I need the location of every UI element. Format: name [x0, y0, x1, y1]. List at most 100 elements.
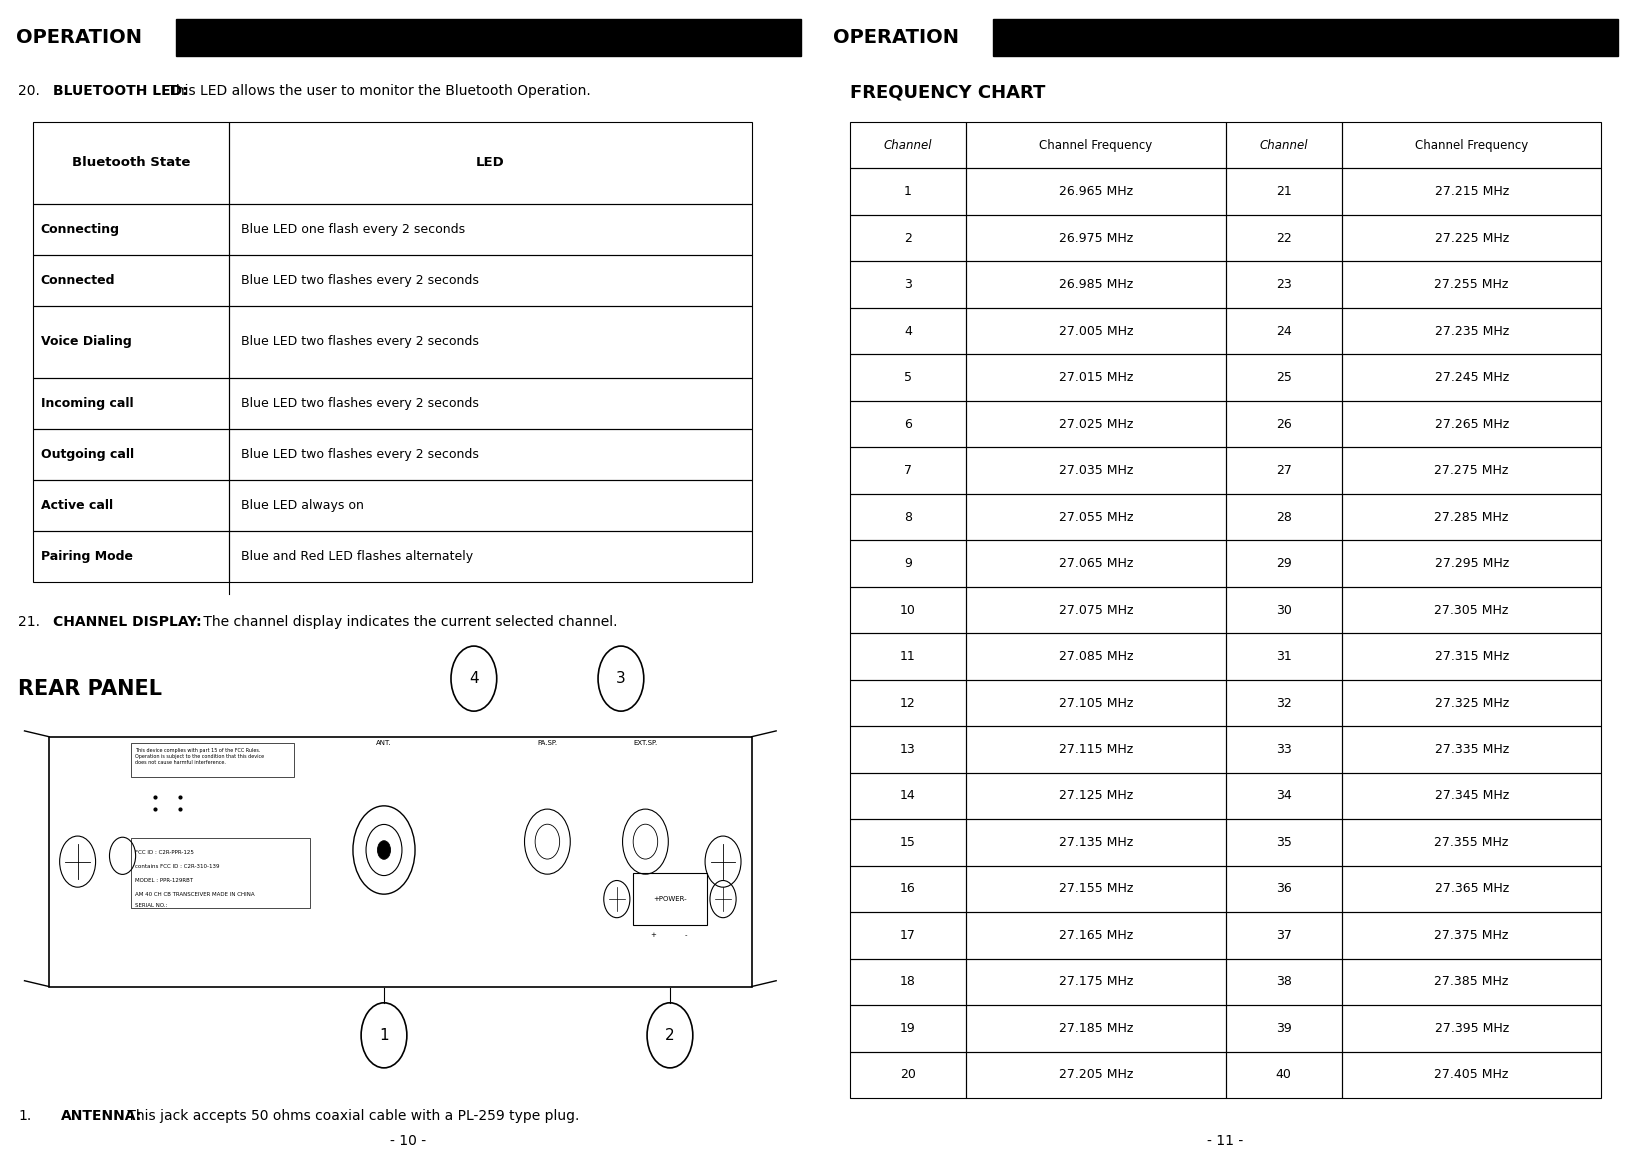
Text: ANT.: ANT.	[376, 740, 392, 746]
Bar	[33, 378, 229, 429]
Text: Active call: Active call	[41, 498, 113, 512]
Bar	[1342, 540, 1601, 587]
Text: 27.235 MHz: 27.235 MHz	[1435, 324, 1508, 338]
Text: 17: 17	[900, 928, 917, 942]
Text: 27.305 MHz: 27.305 MHz	[1435, 603, 1508, 617]
Text: BLUETOOTH LED:: BLUETOOTH LED:	[52, 84, 188, 98]
Text: This jack accepts 50 ohms coaxial cable with a PL-259 type plug.: This jack accepts 50 ohms coaxial cable …	[123, 1109, 580, 1122]
Text: SERIAL NO.:: SERIAL NO.:	[134, 904, 167, 909]
Text: 1.: 1.	[18, 1109, 31, 1122]
Bar	[850, 1005, 966, 1052]
Text: 27.385 MHz: 27.385 MHz	[1435, 975, 1508, 989]
Bar	[1342, 773, 1601, 819]
Text: 1: 1	[904, 185, 912, 199]
Bar	[850, 726, 966, 773]
Bar	[1342, 819, 1601, 866]
Bar	[966, 819, 1226, 866]
Text: - 11 -: - 11 -	[1208, 1134, 1243, 1148]
Bar	[850, 680, 966, 726]
Text: 27.265 MHz: 27.265 MHz	[1435, 417, 1508, 431]
Text: 26.975 MHz: 26.975 MHz	[1059, 231, 1132, 245]
Bar	[966, 866, 1226, 912]
Bar	[1226, 447, 1342, 494]
Bar	[229, 531, 752, 582]
Bar	[1226, 168, 1342, 215]
Bar	[966, 494, 1226, 540]
Text: 27.015 MHz: 27.015 MHz	[1059, 371, 1132, 385]
Bar	[1226, 1005, 1342, 1052]
Bar	[1342, 1052, 1601, 1098]
Bar	[1342, 494, 1601, 540]
Text: Blue LED two flashes every 2 seconds: Blue LED two flashes every 2 seconds	[242, 274, 479, 287]
Bar	[33, 122, 229, 203]
Bar	[1226, 1052, 1342, 1098]
Bar	[1342, 122, 1601, 168]
Text: FCC ID : C2R-PPR-125: FCC ID : C2R-PPR-125	[134, 851, 194, 855]
Bar	[1342, 680, 1601, 726]
Text: 27.085 MHz: 27.085 MHz	[1059, 650, 1132, 664]
Bar	[49, 737, 752, 987]
Bar	[850, 959, 966, 1005]
Bar	[966, 354, 1226, 401]
Text: 5: 5	[904, 371, 912, 385]
Text: 27.365 MHz: 27.365 MHz	[1435, 882, 1508, 896]
Text: 26.985 MHz: 26.985 MHz	[1059, 278, 1132, 292]
Text: Channel Frequency: Channel Frequency	[1415, 138, 1528, 152]
Bar	[229, 203, 752, 254]
Text: 27.135 MHz: 27.135 MHz	[1059, 835, 1132, 849]
Bar	[850, 912, 966, 959]
Bar	[1226, 122, 1342, 168]
Text: -: -	[685, 932, 688, 938]
Bar	[131, 839, 310, 909]
Text: 8: 8	[904, 510, 912, 524]
Bar	[1226, 680, 1342, 726]
Text: 27.155 MHz: 27.155 MHz	[1059, 882, 1132, 896]
Text: 2: 2	[904, 231, 912, 245]
Text: 27.245 MHz: 27.245 MHz	[1435, 371, 1508, 385]
Text: 27.285 MHz: 27.285 MHz	[1435, 510, 1508, 524]
Bar	[33, 429, 229, 480]
Text: 27.115 MHz: 27.115 MHz	[1059, 743, 1132, 756]
Bar	[850, 587, 966, 633]
Bar	[966, 680, 1226, 726]
Bar	[850, 308, 966, 354]
Bar	[1226, 587, 1342, 633]
Text: 27.255 MHz: 27.255 MHz	[1435, 278, 1508, 292]
Bar	[850, 773, 966, 819]
Text: +: +	[650, 932, 657, 938]
Bar	[850, 819, 966, 866]
Text: 22: 22	[1276, 231, 1291, 245]
Text: 27.105 MHz: 27.105 MHz	[1059, 696, 1132, 710]
Text: Outgoing call: Outgoing call	[41, 447, 134, 461]
Bar	[1226, 401, 1342, 447]
Text: 40: 40	[1276, 1068, 1292, 1082]
Text: contains FCC ID : C2R-310-139: contains FCC ID : C2R-310-139	[134, 865, 219, 869]
Bar	[1226, 912, 1342, 959]
Bar	[1342, 168, 1601, 215]
Bar	[850, 401, 966, 447]
Text: CHANNEL DISPLAY:: CHANNEL DISPLAY:	[52, 615, 201, 629]
Text: 27.225 MHz: 27.225 MHz	[1435, 231, 1508, 245]
Text: LED: LED	[475, 157, 505, 170]
Bar	[175, 19, 801, 56]
Bar	[966, 540, 1226, 587]
Text: 29: 29	[1276, 557, 1291, 571]
Text: 21: 21	[1276, 185, 1291, 199]
Bar	[966, 215, 1226, 261]
Bar	[229, 480, 752, 531]
Text: 25: 25	[1276, 371, 1292, 385]
Bar	[1226, 540, 1342, 587]
Text: OPERATION: OPERATION	[833, 28, 959, 46]
Bar	[1342, 587, 1601, 633]
Bar	[966, 447, 1226, 494]
Bar	[229, 429, 752, 480]
Text: 9: 9	[904, 557, 912, 571]
Bar	[1226, 261, 1342, 308]
Bar	[1226, 773, 1342, 819]
Text: 19: 19	[900, 1021, 915, 1035]
Text: 27.005 MHz: 27.005 MHz	[1059, 324, 1132, 338]
Bar	[966, 587, 1226, 633]
Bar	[1226, 494, 1342, 540]
Text: Blue LED two flashes every 2 seconds: Blue LED two flashes every 2 seconds	[242, 447, 479, 461]
Bar	[229, 254, 752, 306]
